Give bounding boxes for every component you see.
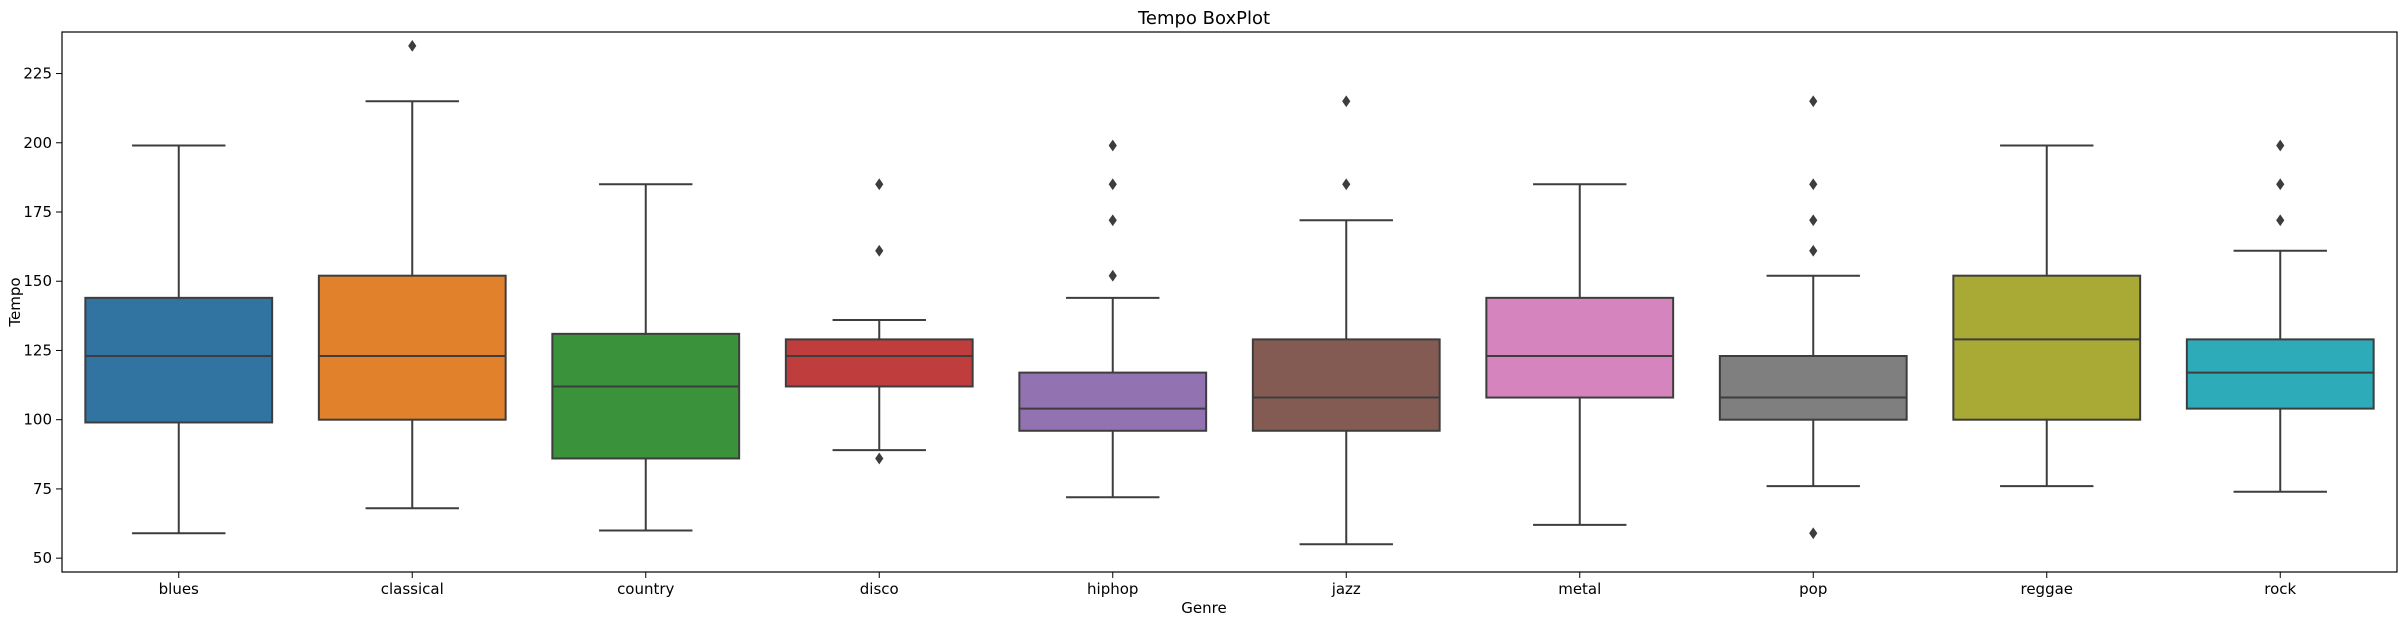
x-tick-label: disco bbox=[860, 580, 899, 598]
y-tick-label: 175 bbox=[23, 203, 52, 221]
outlier-point bbox=[875, 244, 884, 257]
box-hiphop: hiphop bbox=[1018, 139, 1208, 598]
iqr-box bbox=[84, 296, 274, 424]
outlier-point bbox=[1108, 269, 1117, 282]
outlier-point bbox=[1342, 95, 1351, 108]
y-tick-label: 50 bbox=[33, 549, 52, 567]
box-disco: disco bbox=[784, 178, 974, 598]
x-tick-label: jazz bbox=[1331, 580, 1361, 598]
x-axis-label: Genre bbox=[1181, 599, 1226, 617]
y-tick-label: 125 bbox=[23, 341, 52, 359]
outlier-point bbox=[1108, 139, 1117, 152]
outlier-point bbox=[1342, 178, 1351, 191]
iqr-box bbox=[1485, 296, 1675, 399]
x-tick-label: reggae bbox=[2020, 580, 2073, 598]
outlier-point bbox=[2276, 178, 2285, 191]
iqr-box bbox=[317, 274, 507, 421]
outlier-point bbox=[1809, 527, 1818, 540]
box-country: country bbox=[551, 183, 741, 598]
chart-title: Tempo BoxPlot bbox=[1137, 8, 1270, 29]
box-jazz: jazz bbox=[1251, 95, 1441, 598]
outlier-point bbox=[1809, 95, 1818, 108]
y-tick-label: 200 bbox=[23, 134, 52, 152]
iqr-box bbox=[2185, 338, 2375, 410]
outlier-point bbox=[1108, 214, 1117, 227]
y-tick-label: 75 bbox=[33, 480, 52, 498]
x-tick-label: blues bbox=[159, 580, 199, 598]
y-tick-label: 225 bbox=[23, 65, 52, 83]
iqr-box bbox=[1952, 274, 2142, 421]
outlier-point bbox=[408, 39, 417, 52]
x-tick-label: metal bbox=[1558, 580, 1601, 598]
outlier-point bbox=[1809, 214, 1818, 227]
plot-area: 50 75 100 125 150 175 200 225 blues classical coun… bbox=[23, 31, 2398, 598]
outlier-point bbox=[875, 452, 884, 465]
iqr-box bbox=[1018, 371, 1208, 432]
outlier-point bbox=[875, 178, 884, 191]
iqr-box bbox=[551, 332, 741, 460]
box-metal: metal bbox=[1485, 183, 1675, 598]
box-blues: blues bbox=[84, 144, 274, 598]
box-classical: classical bbox=[317, 39, 507, 598]
iqr-box bbox=[784, 338, 974, 388]
x-tick-label: rock bbox=[2264, 580, 2296, 598]
iqr-box bbox=[1251, 338, 1441, 432]
box-rock: rock bbox=[2185, 139, 2375, 598]
outlier-point bbox=[1809, 244, 1818, 257]
x-tick-label: hiphop bbox=[1087, 580, 1138, 598]
x-tick-label: pop bbox=[1799, 580, 1827, 598]
y-tick-label: 150 bbox=[23, 272, 52, 290]
iqr-box bbox=[1718, 355, 1908, 421]
outlier-point bbox=[2276, 214, 2285, 227]
outlier-point bbox=[1108, 178, 1117, 191]
outlier-point bbox=[1809, 178, 1818, 191]
y-axis-label: Tempo bbox=[6, 277, 24, 327]
x-tick-label: classical bbox=[381, 580, 444, 598]
y-tick-label: 100 bbox=[23, 411, 52, 429]
outlier-point bbox=[2276, 139, 2285, 152]
box-pop: pop bbox=[1718, 95, 1908, 598]
x-tick-label: country bbox=[617, 580, 674, 598]
box-reggae: reggae bbox=[1952, 144, 2142, 598]
axes-frame bbox=[61, 31, 2398, 573]
